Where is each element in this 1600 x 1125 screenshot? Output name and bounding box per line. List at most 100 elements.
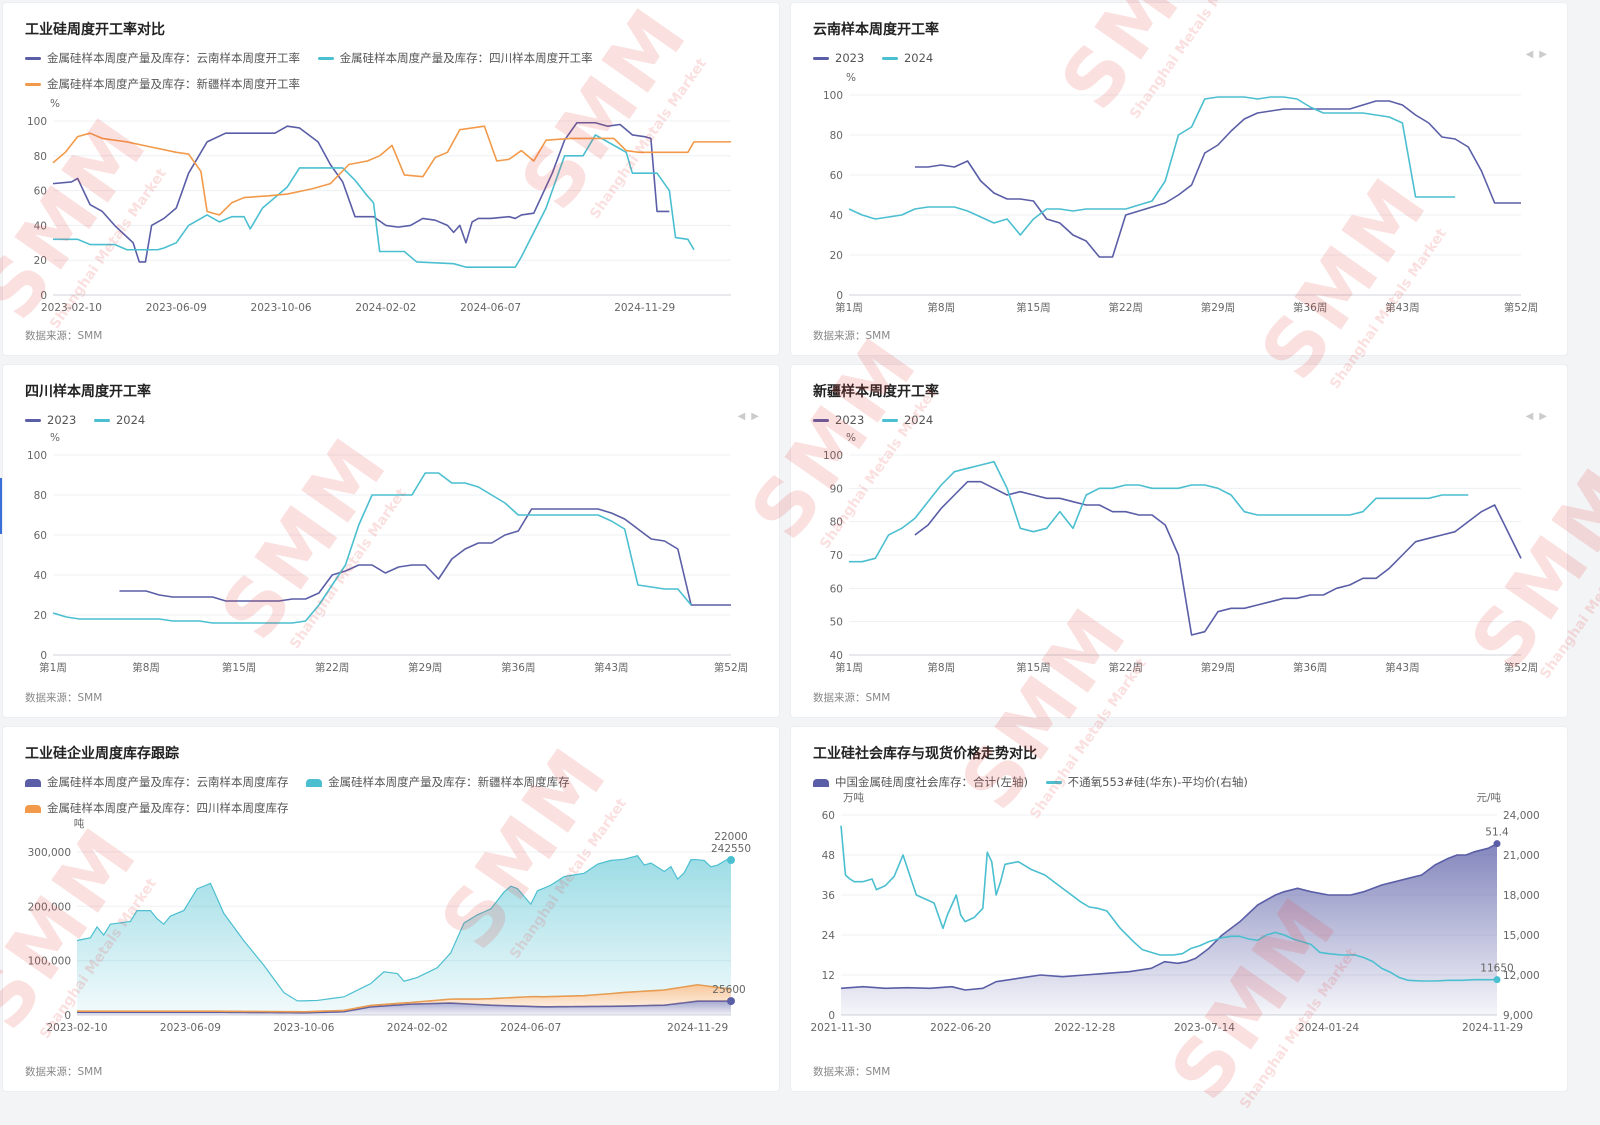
x-tick-label: 第22周 [1109, 301, 1143, 314]
legend-item-sichuan-inventory[interactable]: 金属硅样本周度产量及库存：四川样本周度库存 [25, 795, 289, 821]
end-value-label: 11650 [1480, 963, 1513, 975]
x-tick-label: 第15周 [1016, 301, 1050, 314]
x-tick-label: 2022-06-20 [930, 1022, 991, 1034]
chart-card-enterprise-inventory: 工业硅企业周度库存跟踪 金属硅样本周度产量及库存：云南样本周度库存 金属硅样本周… [2, 726, 780, 1092]
y-axis-unit: 万吨 [843, 791, 864, 804]
x-tick-label: 2024-11-29 [667, 1022, 728, 1034]
legend-item-2023[interactable]: 2023 [25, 407, 76, 433]
x-tick-label: 2021-11-30 [810, 1022, 871, 1034]
series-line-2 [52, 125, 731, 216]
legend-item-553-price[interactable]: 不通氧553#硅(华东)-平均价(右轴) [1045, 769, 1248, 795]
legend-item-2024[interactable]: 2024 [881, 407, 933, 433]
y-tick-label: 100 [823, 90, 843, 102]
area-line-1 [76, 854, 732, 1002]
x-tick-label: 第43周 [1385, 661, 1419, 674]
chart-legend: 金属硅样本周度产量及库存：云南样本周度开工率 金属硅样本周度产量及库存：四川样本… [25, 45, 765, 97]
y-tick-label: 100,000 [28, 956, 71, 968]
y-tick-label: 0 [836, 290, 843, 302]
y-right-axis-unit: 元/吨 [1476, 791, 1501, 804]
series-line-0 [840, 842, 1498, 991]
chart-card-operating-rate-comparison: 工业硅周度开工率对比 金属硅样本周度产量及库存：云南样本周度开工率 金属硅样本周… [2, 2, 780, 356]
y-tick-label: 60 [34, 530, 47, 542]
chart-legend: 2023 2024 [813, 407, 1553, 433]
y-tick-label: 100 [27, 450, 47, 462]
y-tick-label: 90 [830, 483, 843, 495]
y-axis-unit: % [50, 98, 60, 110]
x-tick-label: 第52周 [1504, 661, 1538, 674]
chart-title: 四川样本周度开工率 [25, 384, 151, 400]
legend-pager-arrows[interactable]: ◀▶ [1525, 49, 1553, 60]
y-tick-label: 0 [828, 1010, 835, 1022]
y-right-tick-label: 24,000 [1503, 810, 1540, 822]
chart-title: 新疆样本周度开工率 [813, 384, 939, 400]
legend-item-yunnan[interactable]: 金属硅样本周度产量及库存：云南样本周度开工率 [25, 45, 300, 71]
y-tick-label: 40 [830, 210, 843, 222]
chart-title: 工业硅周度开工率对比 [25, 22, 165, 38]
legend-item-sichuan[interactable]: 金属硅样本周度产量及库存：四川样本周度开工率 [317, 45, 593, 71]
x-tick-label: 第15周 [1016, 661, 1050, 674]
chart-card-social-inventory-vs-price: 工业硅社会库存与现货价格走势对比 中国金属硅周度社会库存：合计(左轴) 不通氧5… [790, 726, 1568, 1092]
legend-item-2023[interactable]: 2023 [813, 407, 864, 433]
y-tick-label: 0 [40, 650, 47, 662]
y-tick-label: 60 [830, 583, 843, 595]
y-tick-label: 50 [830, 617, 843, 629]
chart-plot: 40 50 60 70 80 90 100% 第1周 第8周 第15周 第22周 第29周 第36周 第4… [823, 432, 1538, 674]
chart-legend: 2023 2024 [25, 407, 765, 433]
series-line-0 [914, 100, 1521, 258]
legend-pager-arrows[interactable]: ◀▶ [737, 411, 765, 422]
y-axis-unit: % [846, 72, 856, 84]
x-tick-label: 第36周 [501, 661, 535, 674]
y-tick-label: 20 [34, 610, 47, 622]
end-marker [727, 856, 735, 865]
chart-plot: 0 20 40 60 80 100% 第1周 第8周 第15周 第22周 第29周 第36周 第43周 第… [27, 432, 748, 674]
chart-card-sichuan-rate: 四川样本周度开工率 2023 2024 ◀▶ 0 20 40 60 80 100% 第1周 第… [2, 364, 780, 718]
y-tick-label: 48 [822, 850, 835, 862]
x-tick-label: 2024-11-29 [614, 302, 675, 314]
series-area [841, 843, 1497, 1015]
series-line-1 [840, 825, 1497, 982]
end-value-label: 22000 [714, 831, 747, 843]
x-tick-label: 第8周 [927, 301, 955, 314]
series-line-1 [848, 96, 1456, 236]
y-tick-label: 60 [34, 186, 47, 198]
data-source: 数据来源：SMM [25, 692, 103, 704]
legend-item-xinjiang[interactable]: 金属硅样本周度产量及库存：新疆样本周度开工率 [25, 71, 300, 97]
legend-item-2024[interactable]: 2024 [93, 407, 145, 433]
y-tick-label: 40 [830, 650, 843, 662]
chart-plot: 0 100,000 200,000 300,000 吨 2023-02-10 2023-06… [28, 817, 751, 1034]
y-tick-label: 36 [822, 890, 836, 902]
data-source: 数据来源：SMM [813, 692, 891, 704]
y-tick-label: 80 [830, 517, 843, 529]
legend-item-2024[interactable]: 2024 [881, 45, 933, 71]
legend-item-xinjiang-inventory[interactable]: 金属硅样本周度产量及库存：新疆样本周度库存 [306, 769, 570, 795]
x-tick-label: 第8周 [132, 661, 160, 674]
series-line-0 [914, 480, 1522, 636]
x-tick-label: 第1周 [835, 661, 863, 674]
x-tick-label: 2023-02-10 [41, 302, 102, 314]
y-tick-label: 300,000 [28, 847, 71, 859]
data-source: 数据来源：SMM [813, 330, 891, 342]
area-1 [77, 855, 731, 1012]
x-tick-label: 第52周 [714, 661, 748, 674]
y-tick-label: 70 [830, 550, 843, 562]
chart-plot: 0 20 40 60 80 100% 第1周 第8周 第15周 第22周 第29周 第36周 第43周 第… [823, 72, 1538, 314]
x-tick-label: 2022-12-28 [1054, 1022, 1115, 1034]
x-tick-label: 第8周 [927, 661, 955, 674]
legend-item-yunnan-inventory[interactable]: 金属硅样本周度产量及库存：云南样本周度库存 [25, 769, 289, 795]
end-value-label: 242550 [711, 843, 751, 855]
x-tick-label: 第36周 [1293, 301, 1327, 314]
chart-legend: 2023 2024 [813, 45, 1553, 71]
y-right-tick-label: 9,000 [1503, 1010, 1533, 1022]
x-tick-label: 2024-06-07 [500, 1022, 561, 1034]
y-axis-unit: 吨 [74, 817, 85, 830]
y-tick-label: 60 [822, 810, 835, 822]
legend-pager-arrows[interactable]: ◀▶ [1525, 411, 1553, 422]
y-tick-label: 60 [830, 170, 843, 182]
y-right-tick-label: 21,000 [1503, 850, 1540, 862]
y-tick-label: 40 [34, 220, 47, 232]
legend-item-social-inventory[interactable]: 中国金属硅周度社会库存：合计(左轴) [813, 769, 1028, 795]
x-tick-label: 2023-06-09 [146, 302, 207, 314]
data-source: 数据来源：SMM [25, 1066, 103, 1078]
legend-item-2023[interactable]: 2023 [813, 45, 864, 71]
chart-plot: 0 20 40 60 80 100% 2023-02-10 2023-06-09 2023-10… [27, 98, 731, 314]
